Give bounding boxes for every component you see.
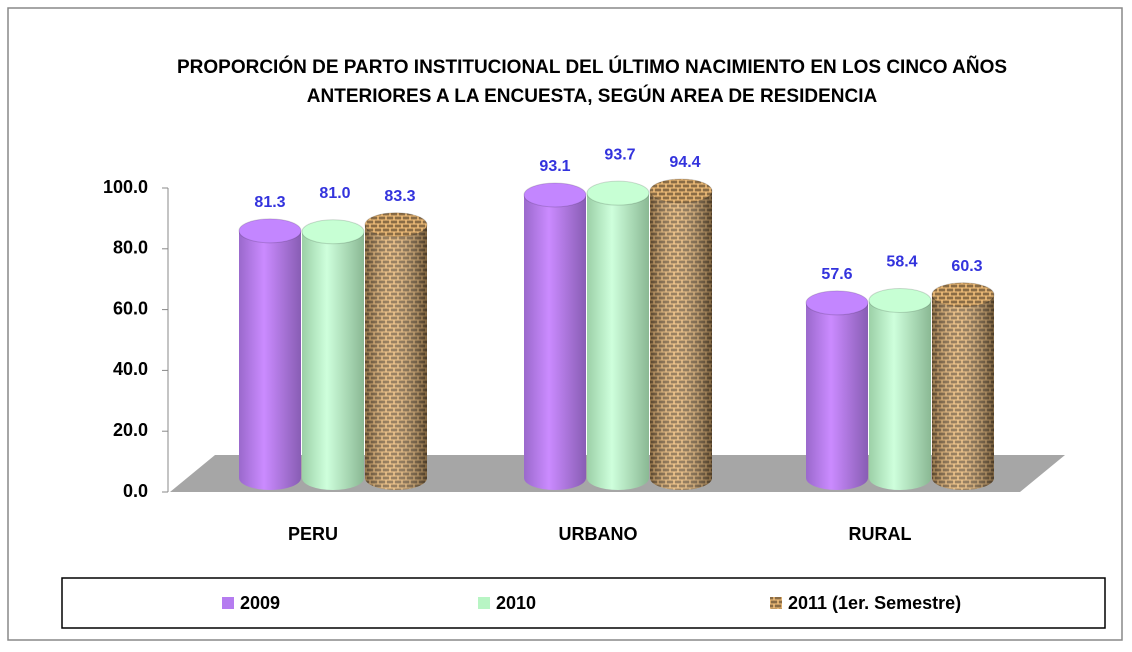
bar <box>587 193 649 491</box>
bar-top <box>238 218 302 244</box>
x-tick-label: RURAL <box>849 524 912 544</box>
bar <box>239 230 301 490</box>
y-tick-label: 40.0 <box>113 359 148 379</box>
legend-swatch <box>478 597 490 609</box>
data-label: 93.7 <box>604 146 635 163</box>
legend-swatch <box>222 597 234 609</box>
y-tick-label: 20.0 <box>113 420 148 440</box>
data-label: 57.6 <box>821 266 852 283</box>
bar-top <box>649 178 713 204</box>
bar <box>302 231 364 490</box>
bar <box>869 300 931 490</box>
x-tick-label: URBANO <box>559 524 638 544</box>
x-tick-label: PERU <box>288 524 338 544</box>
data-label: 94.4 <box>669 154 700 171</box>
y-tick-label: 60.0 <box>113 298 148 318</box>
y-tick-label: 0.0 <box>123 481 148 501</box>
bar-top <box>931 282 995 308</box>
bar-top <box>364 212 428 238</box>
bar-top <box>301 219 365 245</box>
bar-shading <box>932 294 994 490</box>
legend-label: 2010 <box>496 593 536 613</box>
legend-label: 2011 (1er. Semestre) <box>788 593 961 613</box>
bar-top <box>523 182 587 208</box>
bar <box>524 194 586 490</box>
bar-shading <box>650 191 712 491</box>
bar-top <box>586 180 650 206</box>
data-label: 60.3 <box>951 258 982 275</box>
chart-title: PROPORCIÓN DE PARTO INSTITUCIONAL DEL ÚL… <box>177 56 1007 78</box>
chart-title: ANTERIORES A LA ENCUESTA, SEGÚN AREA DE … <box>307 85 878 107</box>
legend-box <box>61 577 1106 629</box>
legend-label: 2009 <box>240 593 280 613</box>
data-label: 58.4 <box>886 254 917 271</box>
legend-swatch <box>770 597 782 609</box>
bar-top <box>868 287 932 313</box>
data-label: 81.0 <box>319 185 350 202</box>
data-label: 83.3 <box>384 188 415 205</box>
data-label: 81.3 <box>254 194 285 211</box>
bar <box>806 302 868 490</box>
data-label: 93.1 <box>539 158 570 175</box>
bar-shading <box>365 224 427 490</box>
y-tick-label: 100.0 <box>103 177 148 197</box>
bar-top <box>805 290 869 316</box>
y-tick-label: 80.0 <box>113 238 148 258</box>
